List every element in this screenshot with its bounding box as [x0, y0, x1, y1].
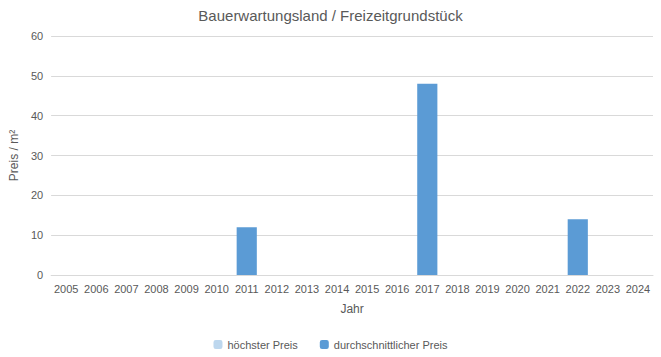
svg-text:2018: 2018	[445, 283, 469, 295]
svg-text:30: 30	[31, 150, 43, 162]
svg-text:2017: 2017	[415, 283, 439, 295]
svg-text:Preis / m²: Preis / m²	[7, 130, 21, 181]
svg-text:2021: 2021	[535, 283, 559, 295]
svg-text:2019: 2019	[475, 283, 499, 295]
svg-text:2009: 2009	[174, 283, 198, 295]
svg-text:2008: 2008	[144, 283, 168, 295]
svg-text:40: 40	[31, 110, 43, 122]
svg-text:2007: 2007	[114, 283, 138, 295]
svg-text:Jahr: Jahr	[340, 302, 363, 316]
svg-text:2023: 2023	[596, 283, 620, 295]
svg-text:2012: 2012	[265, 283, 289, 295]
svg-text:2022: 2022	[566, 283, 590, 295]
svg-text:höchster Preis: höchster Preis	[227, 339, 298, 351]
svg-text:10: 10	[31, 229, 43, 241]
svg-text:2016: 2016	[385, 283, 409, 295]
svg-text:20: 20	[31, 189, 43, 201]
svg-text:2014: 2014	[325, 283, 349, 295]
svg-text:2006: 2006	[84, 283, 108, 295]
svg-text:2020: 2020	[505, 283, 529, 295]
svg-text:60: 60	[31, 30, 43, 42]
svg-text:durchschnittlicher Preis: durchschnittlicher Preis	[334, 339, 448, 351]
svg-text:2013: 2013	[295, 283, 319, 295]
svg-text:2010: 2010	[204, 283, 228, 295]
svg-text:50: 50	[31, 70, 43, 82]
svg-text:Bauerwartungsland / Freizeitgr: Bauerwartungsland / Freizeitgrundstück	[198, 7, 463, 24]
svg-text:2011: 2011	[235, 283, 259, 295]
svg-text:2005: 2005	[54, 283, 78, 295]
svg-text:0: 0	[37, 269, 43, 281]
svg-text:2015: 2015	[355, 283, 379, 295]
svg-text:2024: 2024	[626, 283, 650, 295]
